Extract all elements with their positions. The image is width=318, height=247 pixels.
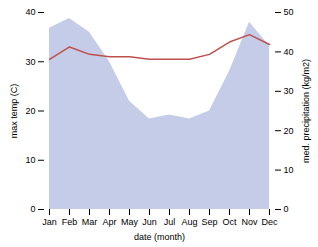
svg-text:Dec: Dec — [261, 217, 278, 227]
svg-text:30: 30 — [25, 57, 35, 67]
svg-text:0: 0 — [30, 204, 35, 214]
svg-text:40: 40 — [284, 47, 294, 57]
svg-text:Jun: Jun — [142, 217, 157, 227]
svg-text:date (month): date (month) — [134, 232, 185, 242]
svg-text:30: 30 — [284, 86, 294, 96]
svg-text:Jul: Jul — [164, 217, 176, 227]
svg-text:Nov: Nov — [241, 217, 258, 227]
svg-text:40: 40 — [25, 7, 35, 17]
svg-text:Sep: Sep — [201, 217, 217, 227]
svg-text:Apr: Apr — [102, 217, 116, 227]
svg-text:Mar: Mar — [82, 217, 98, 227]
svg-text:0: 0 — [284, 204, 289, 214]
svg-text:50: 50 — [284, 7, 294, 17]
svg-text:20: 20 — [25, 106, 35, 116]
svg-text:10: 10 — [25, 155, 35, 165]
svg-text:20: 20 — [284, 126, 294, 136]
svg-text:med. precipitation (kg/m2): med. precipitation (kg/m2) — [301, 59, 311, 163]
svg-text:10: 10 — [284, 165, 294, 175]
svg-text:May: May — [121, 217, 139, 227]
svg-text:Jan: Jan — [42, 217, 57, 227]
svg-text:max temp (C): max temp (C) — [9, 84, 19, 139]
svg-text:Oct: Oct — [222, 217, 237, 227]
svg-text:Feb: Feb — [62, 217, 78, 227]
svg-text:Aug: Aug — [181, 217, 197, 227]
